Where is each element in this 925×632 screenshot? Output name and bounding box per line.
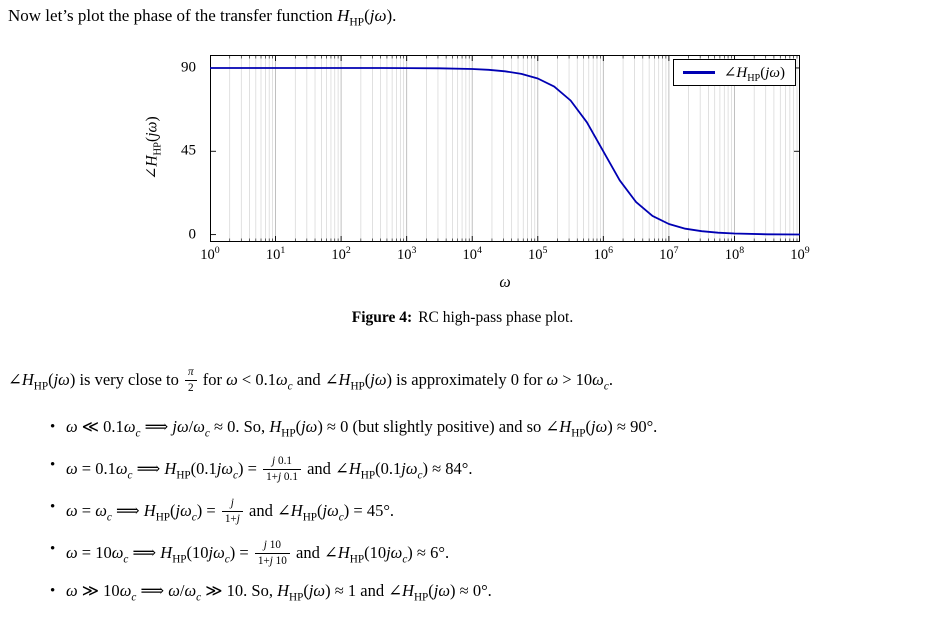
y-tick-label: 90 [181,59,196,76]
bullet-item: • ω = 0.1ωc ⟹ HHP(0.1jωc) = j 0.1 1+j 0.1 … [8,455,917,483]
x-tick-label: 102 [331,245,351,263]
legend-label: ∠HHP(jω) [723,65,785,84]
bullet-item: • ω ≪ 0.1ωc ⟹ jω/ωc ≈ 0. So, HHP(jω) ≈ 0 … [8,417,917,441]
x-tick-label: 109 [790,245,810,263]
bullet-text: ω = 0.1ωc ⟹ HHP(0.1jωc) = j 0.1 1+j 0.1 a… [66,455,473,483]
plot-legend: ∠HHP(jω) [672,59,796,86]
bullet-dot: • [50,499,56,516]
x-tick-label: 101 [265,245,286,263]
y-tick-label: 45 [181,142,196,159]
bullet-dot: • [50,419,56,435]
x-tick-label: 100 [200,245,220,263]
figure-caption: Figure 4: RC high-pass phase plot. [0,309,925,327]
x-tick-label: 106 [593,245,614,263]
bullet-text: ω = 10ωc ⟹ HHP(10jωc) = j 10 1+j 10 and ∠… [66,539,450,567]
x-axis-label: ω [499,274,511,291]
x-tick-label: 104 [462,245,482,263]
caption-text: RC high-pass phase plot. [418,309,574,326]
x-tick-label: 105 [528,245,548,263]
bullet-item: • ω = 10ωc ⟹ HHP(10jωc) = j 10 1+j 10 and … [8,539,917,567]
phase-plot-svg [210,55,800,242]
x-tick-label: 108 [724,245,745,263]
x-tick-label: 107 [659,245,679,263]
plot-area: 0 45 90 100 101 102 103 104 105 106 107 108 109 ∠HH… [181,55,810,291]
x-tick-label: 103 [396,245,417,263]
intro-paragraph: Now let’s plot the phase of the transfer… [8,6,397,29]
bullet-text: ω = ωc ⟹ HHP(jωc) = j 1+j and ∠HHP(jωc) =… [66,497,395,525]
y-tick-label: 0 [188,226,197,243]
bullet-text: ω ≪ 0.1ωc ⟹ jω/ωc ≈ 0. So, HHP(jω) ≈ 0 (… [66,417,658,440]
y-axis-label: ∠HHP(jω) [143,116,164,180]
x-tick-labels: 100 101 102 103 104 105 106 107 108 109 [200,242,809,270]
bullet-item: • ω ≫ 10ωc ⟹ ω/ωc ≫ 10. So, HHP(jω) ≈ 1 a… [8,581,917,605]
bullet-list: • ω ≪ 0.1ωc ⟹ jω/ωc ≈ 0. So, HHP(jω) ≈ 0 … [8,417,917,605]
bullet-item: • ω = ωc ⟹ HHP(jωc) = j 1+j and ∠HHP(jωc) … [8,497,917,525]
bullet-dot: • [50,457,56,473]
bullet-text: ω ≫ 10ωc ⟹ ω/ωc ≫ 10. So, HHP(jω) ≈ 1 an… [66,581,492,604]
caption-label: Figure 4: [351,309,413,326]
bullet-dot: • [50,583,56,600]
bullet-dot: • [50,541,56,558]
legend-line-sample [682,71,715,74]
y-tick-labels: 0 45 90 [166,55,204,242]
